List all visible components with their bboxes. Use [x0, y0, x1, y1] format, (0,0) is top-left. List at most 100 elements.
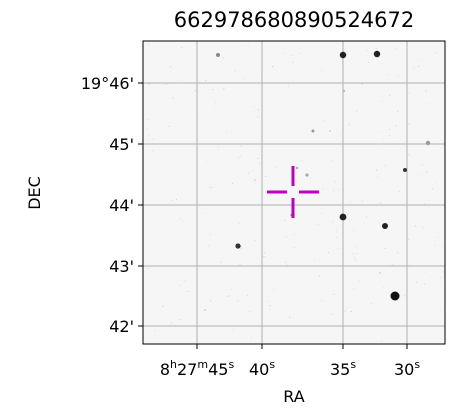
noise-speckle	[211, 187, 213, 189]
noise-speckle	[287, 85, 289, 87]
noise-speckle	[257, 94, 259, 96]
noise-speckle	[239, 184, 241, 185]
noise-speckle	[402, 214, 403, 216]
noise-speckle	[441, 246, 443, 248]
noise-speckle	[331, 313, 333, 315]
star	[379, 272, 381, 274]
noise-speckle	[348, 124, 350, 126]
dec-tick-label: 43'	[109, 257, 134, 276]
noise-speckle	[238, 71, 240, 73]
noise-speckle	[431, 188, 433, 190]
noise-speckle	[187, 291, 189, 292]
noise-speckle	[179, 319, 181, 321]
noise-speckle	[355, 259, 357, 261]
noise-speckle	[353, 320, 355, 322]
noise-speckle	[440, 277, 442, 279]
noise-speckle	[248, 172, 249, 174]
noise-speckle	[429, 103, 431, 105]
noise-speckle	[310, 177, 312, 179]
noise-speckle	[422, 226, 424, 228]
noise-speckle	[283, 52, 285, 54]
noise-speckle	[380, 202, 382, 204]
noise-speckle	[353, 230, 355, 232]
noise-speckle	[391, 192, 393, 194]
noise-speckle	[301, 159, 303, 161]
noise-speckle	[333, 293, 335, 295]
noise-speckle	[184, 280, 186, 282]
noise-speckle	[258, 162, 260, 164]
noise-speckle	[171, 200, 173, 201]
ra-axis-ticks: 8h27m45s 40s 35s 30s	[160, 344, 420, 379]
star	[311, 129, 315, 133]
noise-speckle	[258, 108, 260, 110]
noise-speckle	[239, 155, 241, 157]
noise-speckle	[399, 190, 401, 192]
sky-image-panel	[142, 40, 446, 345]
noise-speckle	[290, 239, 292, 241]
noise-speckle	[168, 125, 170, 127]
noise-speckle	[146, 73, 148, 75]
noise-speckle	[335, 229, 337, 231]
noise-speckle	[294, 247, 296, 249]
noise-speckle	[353, 197, 355, 199]
noise-speckle	[185, 244, 187, 246]
noise-speckle	[157, 118, 159, 120]
noise-speckle	[289, 316, 291, 318]
star	[390, 291, 400, 301]
noise-speckle	[247, 45, 249, 47]
noise-speckle	[404, 295, 406, 297]
noise-speckle	[255, 183, 257, 185]
noise-speckle	[425, 90, 427, 92]
noise-speckle	[209, 187, 211, 188]
noise-speckle	[247, 294, 249, 296]
noise-speckle	[269, 108, 271, 110]
noise-speckle	[437, 236, 439, 238]
noise-speckle	[415, 281, 417, 283]
ra-tick-unit: s	[269, 358, 275, 371]
noise-speckle	[180, 88, 182, 90]
noise-speckle	[211, 50, 213, 52]
noise-speckle	[377, 176, 379, 178]
figure-title: 6629786808905246​72	[174, 8, 415, 32]
noise-speckle	[389, 135, 390, 137]
noise-speckle	[362, 200, 364, 202]
noise-speckle	[414, 241, 416, 243]
noise-speckle	[397, 252, 399, 254]
noise-speckle	[214, 105, 216, 107]
star	[235, 243, 241, 249]
noise-speckle	[237, 300, 239, 302]
noise-speckle	[391, 280, 393, 282]
noise-speckle	[148, 43, 150, 45]
noise-speckle	[182, 221, 184, 222]
dec-tick-label: 45'	[109, 135, 134, 154]
star	[339, 51, 347, 59]
noise-speckle	[348, 270, 350, 272]
noise-speckle	[206, 160, 208, 162]
noise-speckle	[289, 163, 291, 165]
noise-speckle	[170, 66, 172, 68]
noise-speckle	[321, 300, 323, 302]
noise-speckle	[219, 217, 221, 218]
noise-speckle	[314, 259, 315, 261]
noise-speckle	[300, 91, 302, 93]
noise-speckle	[381, 340, 383, 342]
noise-speckle	[391, 264, 393, 266]
noise-speckle	[354, 257, 355, 259]
noise-speckle	[172, 97, 174, 99]
dec-tick-label: 44'	[109, 196, 134, 215]
noise-speckle	[417, 294, 419, 296]
noise-speckle	[352, 288, 354, 290]
noise-speckle	[389, 128, 391, 130]
noise-speckle	[236, 280, 238, 282]
noise-speckle	[223, 88, 225, 90]
noise-speckle	[175, 198, 177, 200]
star	[295, 166, 299, 170]
noise-speckle	[220, 261, 222, 263]
noise-speckle	[265, 175, 267, 177]
noise-speckle	[264, 252, 266, 254]
noise-speckle	[231, 331, 233, 333]
noise-speckle	[434, 182, 436, 184]
noise-speckle	[334, 181, 336, 183]
noise-speckle	[381, 100, 383, 102]
noise-speckle	[426, 171, 428, 173]
